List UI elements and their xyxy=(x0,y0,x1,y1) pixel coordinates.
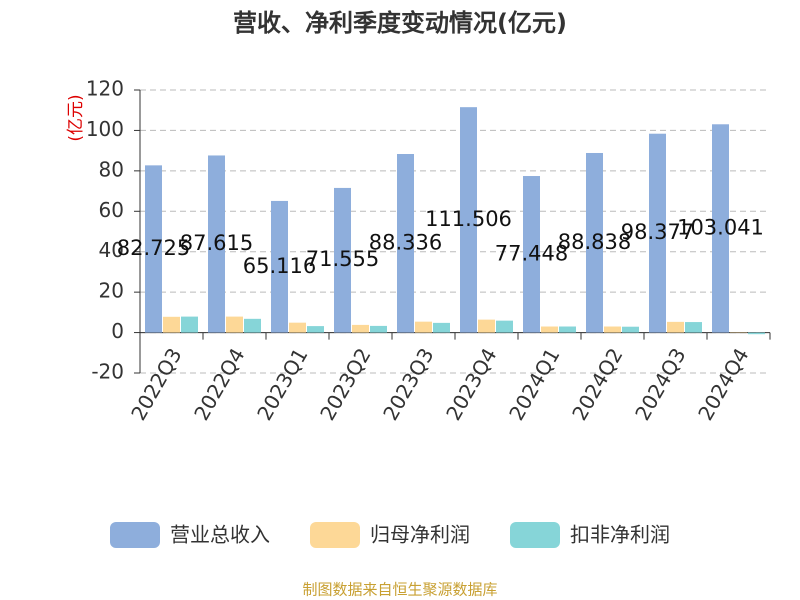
chart-title: 营收、净利季度变动情况(亿元) xyxy=(233,9,567,37)
y-tick-label: 100 xyxy=(86,117,124,141)
data-label: 65.116 xyxy=(243,254,316,278)
bar xyxy=(586,152,603,333)
bar xyxy=(496,320,513,333)
x-tick-label: 2022Q4 xyxy=(189,344,249,425)
legend-label: 归母净利润 xyxy=(370,523,470,547)
bar xyxy=(397,154,414,333)
bar xyxy=(622,326,639,333)
bar xyxy=(748,332,765,335)
data-label: 87.615 xyxy=(180,231,253,255)
x-tick-label: 2023Q3 xyxy=(378,344,438,425)
y-tick-label: -20 xyxy=(91,360,124,384)
data-label: 98.377 xyxy=(621,220,694,244)
bar xyxy=(523,176,540,333)
data-label: 82.725 xyxy=(117,236,190,260)
y-tick-label: 40 xyxy=(99,238,124,262)
legend-swatch xyxy=(510,522,560,548)
bar xyxy=(163,316,180,333)
bar xyxy=(307,326,324,333)
bar xyxy=(604,326,621,333)
legend-swatch xyxy=(110,522,160,548)
x-tick-label: 2024Q4 xyxy=(693,344,753,425)
x-tick-label: 2023Q4 xyxy=(441,344,501,425)
data-label: 71.555 xyxy=(306,247,379,271)
x-tick-label: 2024Q3 xyxy=(630,344,690,425)
x-tick-label: 2024Q2 xyxy=(567,344,627,425)
legend-label: 营业总收入 xyxy=(170,523,270,547)
bar xyxy=(271,200,288,333)
bar xyxy=(226,316,243,333)
bar xyxy=(289,322,306,333)
bar xyxy=(370,325,387,333)
x-tick-label: 2022Q3 xyxy=(126,344,186,425)
bar xyxy=(649,133,666,333)
source-note: 制图数据来自恒生聚源数据库 xyxy=(302,581,497,599)
y-tick-label: 80 xyxy=(99,157,124,181)
bar xyxy=(685,322,702,333)
bar xyxy=(667,321,684,333)
x-tick-label: 2023Q2 xyxy=(315,344,375,425)
bar xyxy=(244,318,261,333)
bar xyxy=(415,321,432,333)
bar xyxy=(541,326,558,333)
bar xyxy=(478,319,495,333)
x-tick-label: 2024Q1 xyxy=(504,344,564,425)
data-label: 111.506 xyxy=(425,207,512,231)
data-label: 88.336 xyxy=(369,230,442,254)
x-tick-label: 2023Q1 xyxy=(252,344,312,425)
legend-label: 扣非净利润 xyxy=(570,523,670,547)
bar xyxy=(559,326,576,333)
data-label: 88.838 xyxy=(558,230,631,254)
bar xyxy=(208,155,225,333)
y-axis-label: (亿元) xyxy=(66,94,86,141)
bar xyxy=(352,324,369,333)
data-label: 103.041 xyxy=(677,215,764,239)
y-tick-label: 120 xyxy=(86,77,124,101)
legend-swatch xyxy=(310,522,360,548)
bar xyxy=(460,107,477,333)
y-tick-label: 60 xyxy=(99,198,124,222)
y-tick-label: 0 xyxy=(111,319,124,343)
bar xyxy=(334,187,351,333)
y-tick-label: 20 xyxy=(99,279,124,303)
bar xyxy=(145,165,162,333)
bar xyxy=(181,316,198,333)
data-label: 77.448 xyxy=(495,241,568,265)
bar xyxy=(433,322,450,333)
bar xyxy=(712,124,729,333)
